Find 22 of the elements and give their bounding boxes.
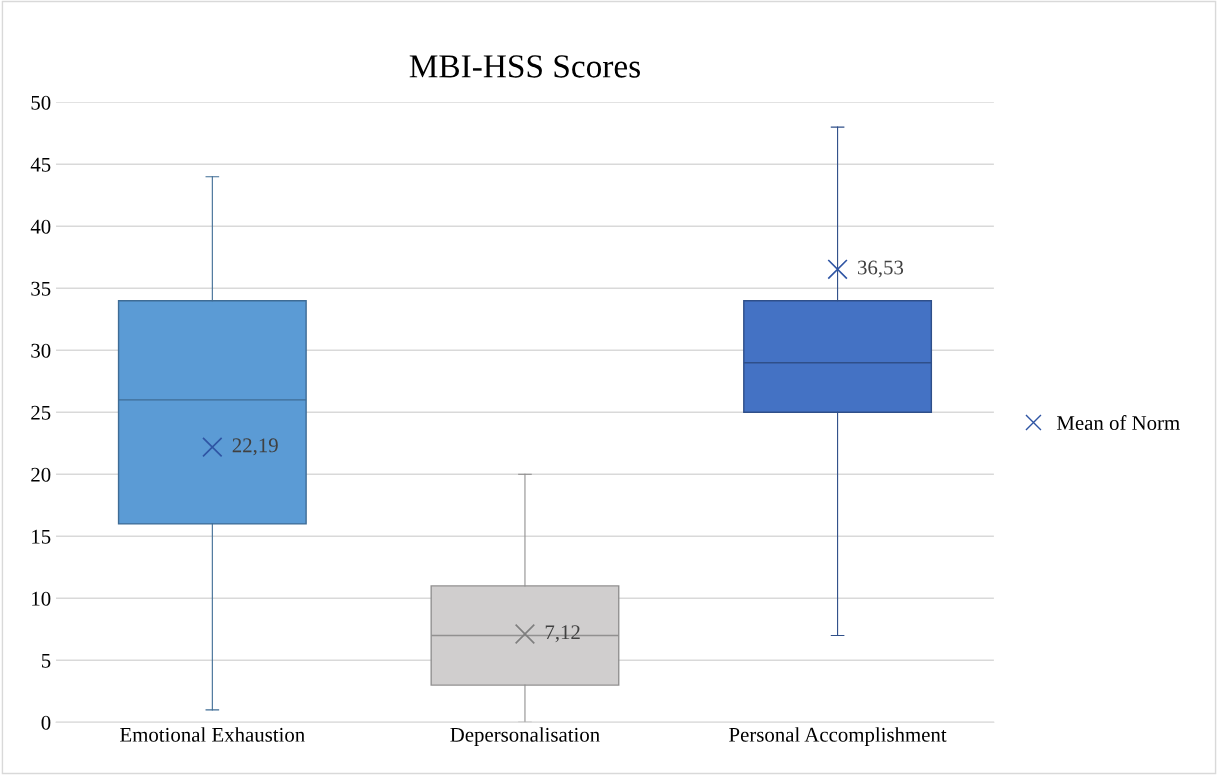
x-tick-label: Depersonalisation	[450, 727, 600, 747]
data-label: 7,12	[545, 625, 580, 643]
point	[202, 436, 223, 458]
y-tick-label: 35	[31, 281, 51, 296]
data-label: 36,53	[858, 260, 904, 278]
y-tick-label: 15	[32, 529, 51, 544]
data-label: 22,19	[232, 438, 278, 456]
legend-label: Mean of Norm	[1056, 415, 1180, 430]
x-tick-label: Emotional Exhaustion	[120, 727, 305, 742]
y-tick-label: 50	[31, 95, 51, 110]
y-tick-label: 10	[32, 591, 51, 606]
y-tick-label: 25	[31, 405, 51, 420]
point	[827, 259, 848, 280]
chart-title: MBI-HSS Scores	[409, 55, 640, 78]
y-tick-label: 5	[41, 653, 51, 668]
y-tick-label: 0	[41, 715, 51, 730]
point	[514, 623, 536, 645]
x-tick-label: Personal Accomplishment	[729, 727, 947, 747]
y-tick-label: 40	[30, 219, 51, 234]
y-tick-label: 30	[31, 343, 51, 358]
y-tick-label: 20	[31, 467, 51, 482]
y-tick-label: 45	[30, 157, 51, 172]
